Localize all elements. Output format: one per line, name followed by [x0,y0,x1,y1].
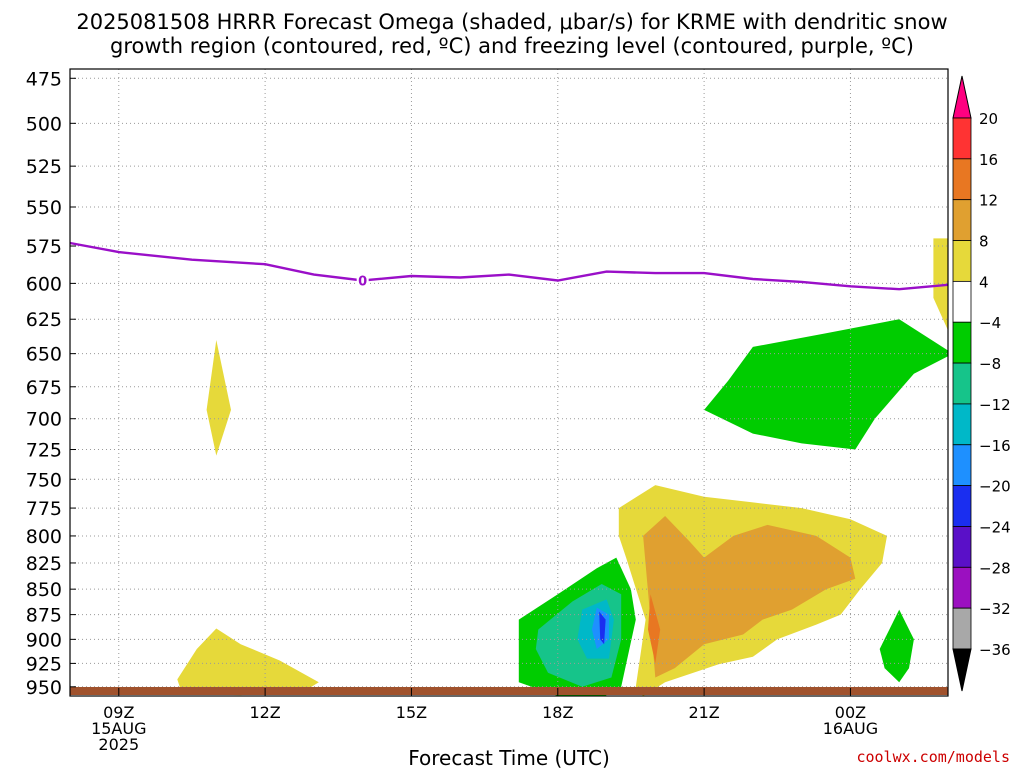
colorbar-label: 12 [979,192,998,210]
y-tick-label: 600 [26,273,62,295]
colorbar-segment [952,362,972,405]
freezing-label-bg [356,271,369,288]
x-tick-label: 15Z [396,703,427,722]
omega-region-12 [599,611,606,645]
y-tick-label: 800 [26,526,62,548]
y-tick-label: 725 [26,440,62,462]
colorbar-segment [952,526,972,568]
omega-region-4 [643,516,856,678]
colorbar-label: −28 [979,559,1011,577]
colorbar-segment [952,280,972,323]
colorbar-segment [952,607,972,650]
y-tick-label: 825 [26,553,62,575]
source-credit[interactable]: coolwx.com/models [856,748,1010,766]
x-tick-label: 18Z [542,703,573,722]
colorbar-segment [952,485,972,527]
colorbar-segment [952,566,972,609]
x-tick-label: 2025 [98,735,139,754]
colorbar-segment [952,403,972,446]
chart-title-line-2: growth region (contoured, red, ºC) and f… [110,34,914,58]
omega-region-8 [879,609,914,683]
colorbar-label: 4 [979,273,989,291]
freezing-level-contour: 0 [69,241,949,291]
y-tick-label: 575 [26,236,62,258]
freezing-level-line [69,241,949,291]
y-tick-label: 700 [26,409,62,431]
grid-lines [70,69,948,696]
x-tick-label: 00Z [835,703,866,722]
ground-surface [70,687,948,695]
y-tick-label: 525 [26,156,62,178]
colorbar-label: −20 [979,478,1011,496]
colorbar-label: −32 [979,600,1011,618]
freezing-level-label: 0 [358,274,367,289]
omega-region-5 [648,594,661,664]
colorbar-segment [952,199,972,241]
colorbar-segment [952,117,972,160]
colorbar-segment [952,444,972,487]
colorbar-label: −8 [979,355,1001,373]
y-tick-label: 550 [26,197,62,219]
plot-frame [69,68,949,697]
x-tick-label: 09Z [103,703,134,722]
chart-title-line-1: 2025081508 HRRR Forecast Omega (shaded, … [76,10,948,34]
y-tick-label: 925 [26,653,62,675]
y-tick-label: 900 [26,629,62,651]
colorbar-label: −16 [979,437,1011,455]
x-tick-label: 15AUG [91,719,146,738]
x-tick-label: 21Z [688,703,719,722]
y-tick-label: 475 [26,68,62,90]
colorbar-label: −24 [979,518,1011,536]
colorbar-label: −36 [979,641,1011,659]
y-tick-label: 750 [26,469,62,491]
colorbar-label: 8 [979,233,989,251]
colorbar-label: 16 [979,151,998,169]
colorbar-segment [952,240,972,282]
omega-region-1 [177,628,319,696]
omega-region-6 [704,319,948,450]
omega-shading [177,238,948,696]
y-tick-label: 625 [26,309,62,331]
y-tick-label: 875 [26,605,62,627]
colorbar-label: −12 [979,396,1011,414]
y-tick-label: 850 [26,579,62,601]
colorbar-segment [952,321,972,364]
omega-region-0 [206,340,231,456]
colorbar-segment [952,158,972,201]
y-tick-label: 500 [26,113,62,135]
y-tick-label: 775 [26,498,62,520]
colorbar-bottom-arrow [952,648,972,692]
x-tick-label: 12Z [249,703,280,722]
colorbar: 20 16 12 8 4 −4 −8 −12 −16 −20 −24 −28 −32 −36 [952,75,1011,692]
colorbar-label: −4 [979,314,1001,332]
x-axis-title: Forecast Time (UTC) [408,746,610,768]
x-tick-label: 16AUG [823,719,878,738]
y-tick-label: 950 [26,677,62,699]
y-tick-label: 650 [26,344,62,366]
y-axis: 475 500 525 550 575 600 625 650 675 700 725 750 775 8… [26,68,76,699]
colorbar-label: 20 [979,110,998,128]
y-tick-label: 675 [26,377,62,399]
colorbar-top-arrow [952,75,972,119]
